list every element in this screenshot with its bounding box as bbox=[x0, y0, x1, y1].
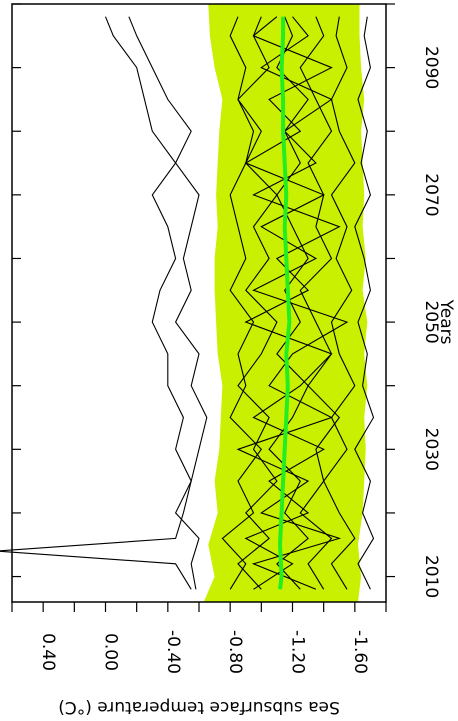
y-tick-label: -1.20 bbox=[288, 630, 308, 674]
series-line-6 bbox=[299, 16, 341, 590]
series-line-7 bbox=[323, 16, 356, 590]
series-line-8 bbox=[354, 16, 375, 590]
series-line-2 bbox=[128, 16, 208, 590]
x-tick-label: 2070 bbox=[421, 173, 441, 216]
x-axis-title: Years bbox=[436, 299, 456, 345]
series-line-1 bbox=[0, 16, 192, 590]
y-tick-label: -0.40 bbox=[163, 630, 183, 674]
series-line-10 bbox=[236, 16, 349, 590]
y-tick-label: -0.80 bbox=[225, 630, 245, 674]
x-tick-label: 2030 bbox=[421, 428, 441, 471]
x-tick-label: 2090 bbox=[421, 46, 441, 89]
series-line-4 bbox=[237, 16, 278, 590]
x-tick-label: 2050 bbox=[421, 300, 441, 343]
ensemble-mean-line bbox=[277, 16, 292, 590]
y-tick-label: 0.40 bbox=[38, 633, 58, 671]
y-axis-title: Sea subsurface temperature (°C) bbox=[58, 697, 340, 716]
y-tick-label: -1.60 bbox=[350, 630, 370, 674]
x-tick-label: 2010 bbox=[421, 555, 441, 598]
series-line-9 bbox=[244, 16, 341, 590]
series-line-5 bbox=[268, 16, 309, 590]
y-tick-label: 0.00 bbox=[101, 633, 121, 671]
